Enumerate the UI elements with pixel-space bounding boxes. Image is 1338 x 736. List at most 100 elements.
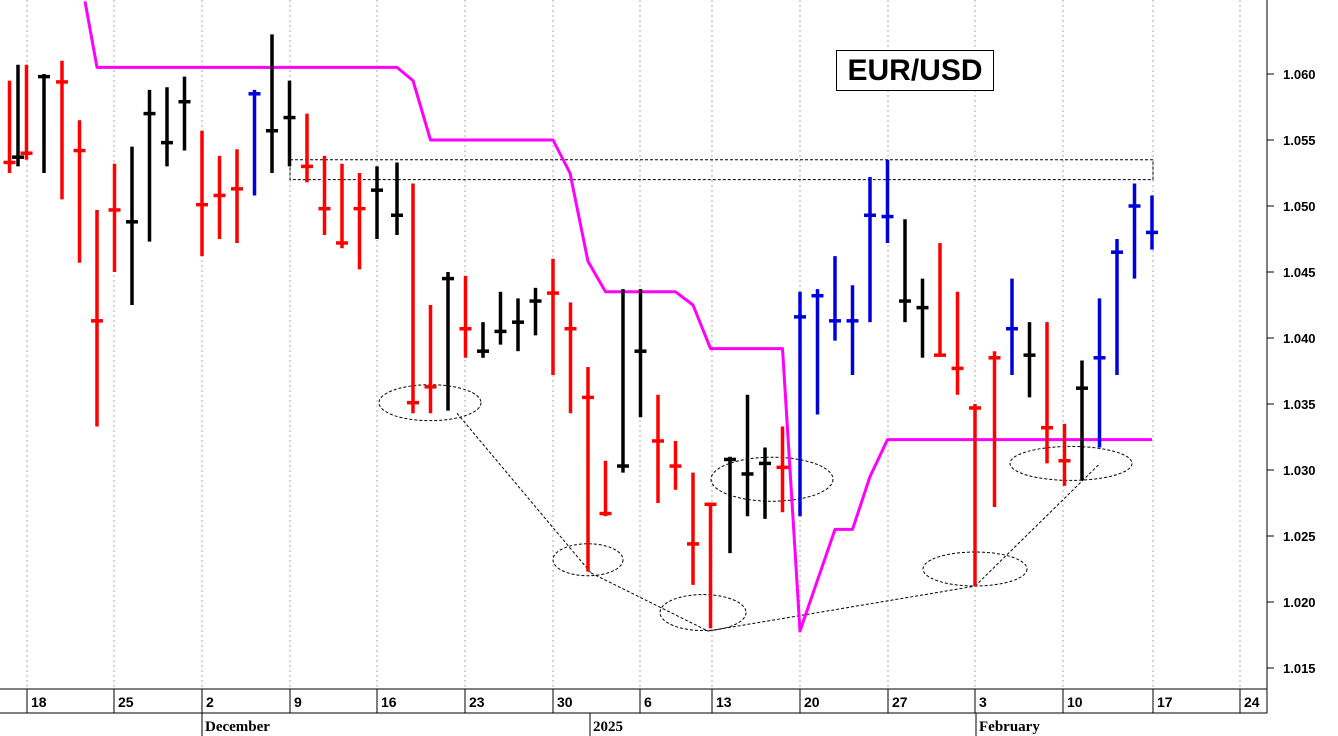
price-bar [424,305,437,414]
price-bar [617,289,629,473]
x-axis-ticks: 18 25 2 9 16 23 30 6 13 20 27 3 10 17 24 December 2025 Fe… [26,689,1260,736]
price-bar [881,159,894,243]
month-label: 2025 [593,719,623,735]
price-bar [477,322,489,358]
price-bar [143,89,156,242]
price-bar [91,209,103,427]
price-bar [161,87,173,167]
price-bar [1128,183,1141,279]
y-tick-label: 1.030 [1283,463,1316,478]
price-bar [951,291,964,395]
x-tick-label: 2 [206,694,214,710]
price-bar [371,166,383,239]
price-bar [266,34,278,173]
price-bar [704,502,717,629]
swing-low-ellipse [1009,445,1133,481]
price-bar [652,394,664,503]
price-bar [547,258,559,375]
y-tick-label: 1.045 [1283,265,1316,280]
y-tick-label: 1.055 [1283,133,1316,148]
price-bar [1058,423,1071,486]
price-bar [391,162,403,236]
pattern-connector [707,585,976,632]
price-bar [73,120,86,263]
price-bar [231,149,243,243]
x-tick-label: 23 [469,694,485,710]
swing-low-ellipse [659,594,747,632]
month-label: February [979,719,1040,735]
y-axis-ticks: 1.015 1.020 1.025 1.030 1.035 1.040 1.045 1.050… [1267,67,1316,676]
price-bar [248,89,261,196]
trend-line [83,1,1152,633]
price-bar [916,278,929,358]
y-tick-label: 1.050 [1283,199,1316,214]
price-bar [1111,239,1123,375]
x-tick-label: 20 [804,694,820,710]
price-bars [3,34,1158,629]
x-tick-label: 18 [31,694,47,710]
y-tick-label: 1.060 [1283,67,1316,82]
trend-line-group [83,1,1152,633]
price-bar [1076,360,1088,481]
price-bar [336,163,348,249]
price-bar [899,219,911,323]
y-tick-label: 1.040 [1283,331,1316,346]
price-bar [38,74,50,173]
chart-title: EUR/USD [836,50,994,91]
x-tick-label: 9 [294,694,302,710]
price-bar [213,155,226,239]
x-tick-label: 17 [1157,694,1173,710]
price-bar [529,287,542,336]
price-bar [196,130,208,257]
price-bar [846,285,859,375]
swing-low-ellipse [710,456,834,502]
y-tick-label: 1.025 [1283,529,1316,544]
price-bar [1041,322,1053,464]
pattern-connector [590,572,709,632]
price-bar [687,472,699,585]
price-bar [494,291,507,345]
price-bar [776,426,789,513]
price-bar [56,60,68,200]
price-bar [126,146,138,305]
y-tick-label: 1.015 [1283,661,1316,676]
price-bar [318,155,331,236]
price-bar [283,80,296,167]
price-bar [741,394,754,517]
price-bar [969,404,981,587]
price-bar [634,289,647,418]
x-tick-label: 25 [118,694,134,710]
price-bar [108,163,121,272]
price-bar [724,456,736,554]
price-bar [988,351,1001,507]
x-tick-label: 27 [892,694,908,710]
price-bar [353,173,366,270]
price-bar [811,289,824,415]
price-bar [1146,195,1158,250]
y-tick-label: 1.020 [1283,595,1316,610]
price-bar [829,256,841,341]
price-bar [564,302,577,414]
x-tick-label: 24 [1244,694,1260,710]
price-bar [407,183,419,414]
price-bar [794,291,806,517]
price-bar [582,367,594,572]
price-bar [178,76,191,151]
price-bar [1006,278,1018,375]
x-tick-label: 13 [716,694,732,710]
x-tick-label: 6 [644,694,652,710]
price-bar [599,460,612,517]
price-bar [12,64,24,167]
resistance-zone-rect [289,159,1154,181]
price-bar [934,242,946,357]
price-bar [459,275,472,358]
price-bar [20,64,33,160]
x-tick-label: 10 [1067,694,1083,710]
pattern-connector [974,463,1101,587]
price-bar [301,113,313,183]
swing-low-ellipse [552,543,624,577]
month-label: December [205,719,270,735]
x-tick-label: 30 [557,694,573,710]
